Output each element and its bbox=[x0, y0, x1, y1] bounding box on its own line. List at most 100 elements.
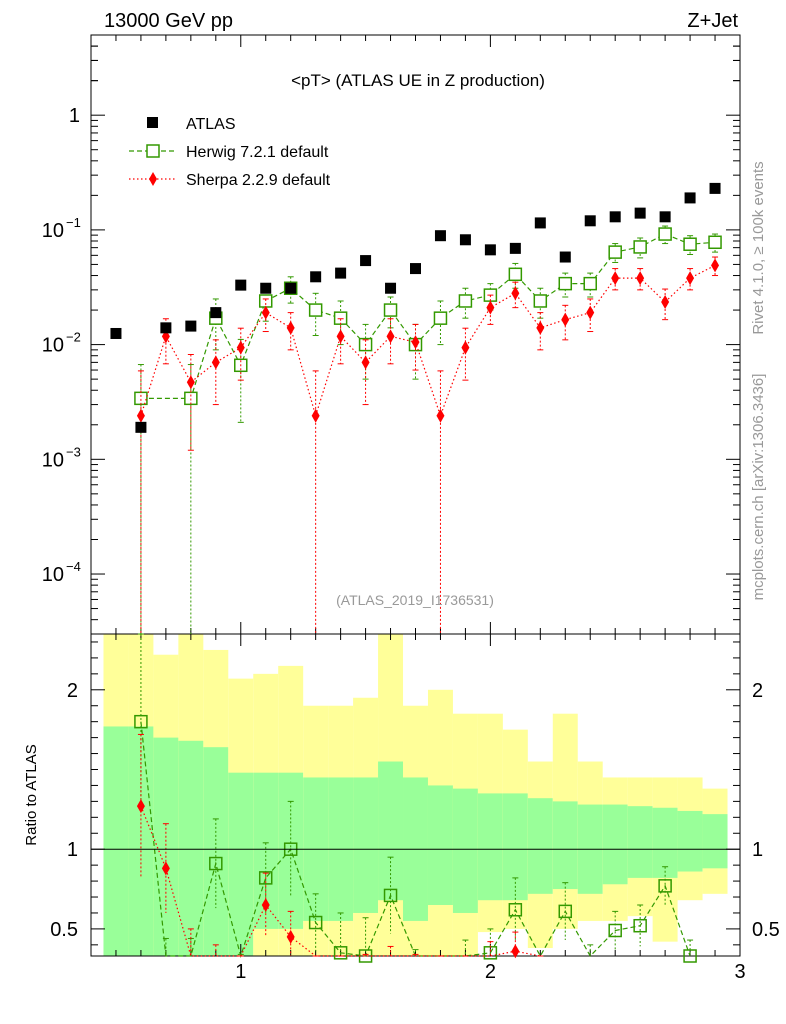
sherpa-point bbox=[286, 320, 295, 335]
atlas-point bbox=[634, 207, 646, 219]
herwig-ratio-point bbox=[508, 903, 523, 917]
x-tick-label: 2 bbox=[485, 961, 496, 983]
ratio-band-green bbox=[353, 777, 379, 913]
legend-marker-herwig bbox=[146, 144, 160, 158]
sherpa-point bbox=[486, 300, 495, 315]
legend-marker-atlas bbox=[147, 117, 158, 128]
legend-label-sherpa: Sherpa 2.2.9 default bbox=[186, 172, 331, 189]
herwig-ratio-point bbox=[633, 918, 647, 933]
herwig-ratio-point bbox=[683, 949, 697, 963]
rivet-version-label: Rivet 4.1.0, ≥ 100k events bbox=[750, 161, 767, 334]
herwig-ratio-point bbox=[258, 871, 273, 885]
herwig-point bbox=[433, 311, 448, 325]
sherpa-ratio-point bbox=[161, 861, 170, 876]
herwig-point bbox=[134, 391, 148, 406]
ratio-band-green bbox=[427, 785, 453, 905]
energy-label: 13000 GeV pp bbox=[104, 10, 233, 32]
atlas-point bbox=[360, 255, 372, 267]
herwig-ratio-point bbox=[209, 856, 223, 871]
herwig-point bbox=[383, 303, 398, 317]
herwig-ratio-point bbox=[134, 714, 148, 729]
atlas-point bbox=[260, 282, 272, 294]
sherpa-ratio-point bbox=[136, 799, 145, 814]
herwig-ratio-point bbox=[308, 915, 323, 930]
atlas-point bbox=[434, 230, 446, 242]
ratio-band-green bbox=[153, 737, 179, 956]
atlas-point bbox=[609, 211, 621, 223]
atlas-point bbox=[135, 421, 147, 433]
herwig-ratio-point bbox=[558, 904, 573, 919]
ratio-band-green bbox=[702, 814, 728, 869]
y-tick-label: 10 bbox=[42, 335, 64, 357]
herwig-point bbox=[608, 245, 622, 259]
atlas-point bbox=[335, 267, 347, 279]
atlas-point bbox=[659, 211, 671, 223]
sherpa-point bbox=[586, 305, 595, 320]
y-tick-exponent: −2 bbox=[66, 330, 81, 345]
ratio-data-series bbox=[134, 633, 697, 963]
atlas-point bbox=[509, 242, 521, 254]
sherpa-ratio-point bbox=[286, 929, 295, 944]
sherpa-point bbox=[436, 408, 445, 423]
atlas-point bbox=[559, 251, 571, 263]
sherpa-point bbox=[461, 340, 470, 355]
atlas-point bbox=[185, 320, 197, 332]
ratio-axis-label: Ratio to ATLAS bbox=[23, 744, 40, 845]
ratio-band-green bbox=[652, 807, 678, 878]
herwig-point bbox=[258, 294, 273, 308]
ratio-band-green bbox=[602, 804, 628, 885]
ratio-y-tick-label: 2 bbox=[67, 680, 78, 702]
atlas-point bbox=[534, 217, 546, 229]
sherpa-point bbox=[686, 271, 695, 286]
sherpa-ratio-point bbox=[511, 944, 520, 959]
y-tick-label: 10 bbox=[42, 220, 64, 242]
sherpa-point bbox=[136, 408, 145, 423]
herwig-point bbox=[683, 237, 697, 251]
atlas-point bbox=[484, 244, 496, 256]
ratio-y-tick-label-right: 2 bbox=[752, 680, 763, 702]
ratio-band-green bbox=[378, 761, 404, 901]
sherpa-point bbox=[186, 375, 195, 390]
atlas-point bbox=[110, 327, 122, 339]
ratio-band-green bbox=[452, 788, 478, 913]
atlas-point bbox=[459, 234, 471, 246]
y-tick-exponent: −4 bbox=[66, 559, 81, 574]
ratio-y-tick-label-right: 1 bbox=[752, 839, 763, 861]
sherpa-point bbox=[711, 258, 720, 273]
legend-label-herwig: Herwig 7.2.1 default bbox=[186, 144, 329, 161]
sherpa-point bbox=[636, 271, 645, 286]
sherpa-point bbox=[211, 355, 220, 370]
herwig-point bbox=[458, 294, 473, 308]
ratio-band-green bbox=[502, 793, 528, 901]
y-tick-label: 10 bbox=[42, 564, 64, 586]
herwig-point bbox=[308, 303, 323, 317]
sherpa-line bbox=[140, 264, 716, 418]
herwig-point bbox=[508, 267, 523, 282]
sherpa-point bbox=[611, 271, 620, 286]
ratio-y-tick-label: 1 bbox=[67, 839, 78, 861]
herwig-ratio-point bbox=[383, 888, 398, 903]
sherpa-point bbox=[261, 305, 270, 320]
atlas-point bbox=[235, 279, 247, 291]
y-tick-exponent: −1 bbox=[66, 215, 81, 230]
legend-marker-sherpa bbox=[149, 172, 157, 186]
sherpa-point bbox=[336, 329, 345, 344]
main-data-series bbox=[110, 182, 722, 634]
ratio-band-green bbox=[103, 726, 129, 956]
legend: ATLAS Herwig 7.2.1 default Sherpa 2.2.9 … bbox=[129, 116, 331, 189]
ratio-band-green bbox=[527, 798, 553, 894]
atlas-point bbox=[385, 282, 397, 294]
herwig-point bbox=[633, 240, 647, 254]
y-tick-exponent: −3 bbox=[66, 444, 81, 459]
ratio-band-green bbox=[477, 793, 503, 901]
x-tick-label: 3 bbox=[734, 961, 745, 983]
herwig-point bbox=[533, 294, 548, 308]
plot-title: <pT> (ATLAS UE in Z production) bbox=[291, 71, 545, 90]
sherpa-point bbox=[311, 408, 320, 423]
atlas-point bbox=[584, 215, 596, 227]
sherpa-point bbox=[511, 286, 520, 301]
atlas-point bbox=[285, 282, 297, 294]
sherpa-point bbox=[411, 335, 420, 350]
